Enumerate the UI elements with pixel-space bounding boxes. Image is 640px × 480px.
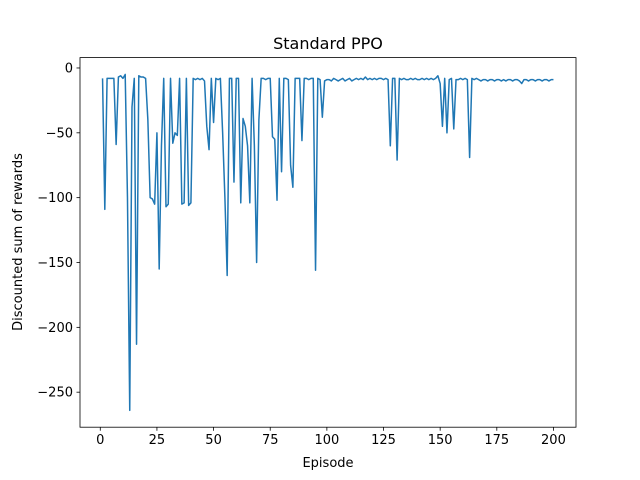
y-tick-label: −50 [46,126,73,141]
x-axis-label: Episode [302,456,353,471]
x-tick-label: 50 [205,433,222,448]
y-tick-label: −150 [37,256,73,271]
y-tick-label: −250 [37,386,73,401]
y-axis-label: Discounted sum of rewards [11,153,26,331]
y-tick-label: −100 [37,191,73,206]
x-tick-label: 200 [541,433,566,448]
x-tick-label: 100 [314,433,339,448]
line [101,73,554,412]
x-tick-label: 150 [428,433,453,448]
x-tick-label: 0 [96,433,104,448]
y-tick-label: 0 [65,61,73,76]
x-tick-label: 25 [149,433,166,448]
x-tick-label: 75 [262,433,279,448]
x-tick-label: 125 [371,433,396,448]
y-tick-label: −200 [37,321,73,336]
x-tick-label: 175 [484,433,509,448]
chart-title: Standard PPO [273,34,383,53]
axes-frame [79,57,577,428]
